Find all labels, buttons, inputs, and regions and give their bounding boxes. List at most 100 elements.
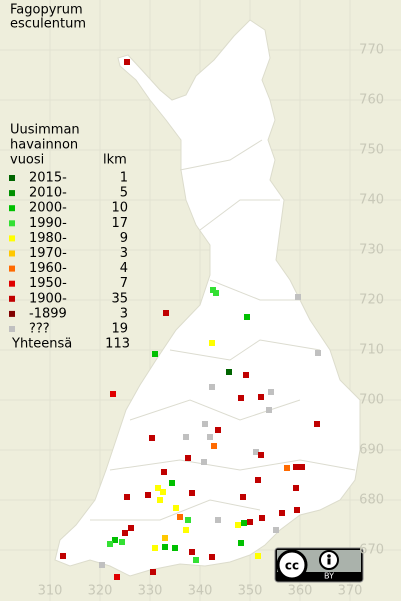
observation [314,421,320,427]
legend-count: 17 [111,216,128,231]
x-tick-label: 370 [338,584,363,599]
svg-text:cc: cc [285,559,299,573]
y-tick-label: 760 [359,93,384,108]
legend-label: 1950- [29,276,67,291]
legend-count: 4 [120,261,128,276]
legend-count: 1 [120,171,128,186]
legend-count: 5 [120,186,128,201]
observation [258,452,264,458]
observation [235,522,241,528]
observation [122,530,128,536]
observation [110,391,116,397]
observation [243,372,249,378]
observation [241,520,247,526]
legend-label: 2015- [29,171,67,186]
y-tick-label: 740 [359,193,384,208]
legend-swatch [9,310,15,317]
observation [266,407,272,413]
observation [215,517,221,523]
observation [162,544,168,550]
legend-heading: havainnon [10,138,78,153]
total-count: 113 [105,337,130,352]
badge-text: BY [324,572,334,581]
x-tick-label: 310 [38,584,63,599]
observation [185,517,191,523]
legend-label: 1980- [29,231,67,246]
observation [152,545,158,551]
legend-count: 3 [120,246,128,261]
legend-count: 10 [111,201,128,216]
observations [60,59,321,580]
observation [155,485,161,491]
legend-swatch [9,295,15,302]
observation [157,497,163,503]
y-tick-label: 690 [359,443,384,458]
observation [244,314,250,320]
observation [183,527,189,533]
observation [169,480,175,486]
observation [202,421,208,427]
observation [160,489,166,495]
observation [247,519,253,525]
legend-count: 3 [120,306,128,321]
observation [295,294,301,300]
legend-swatch [9,235,15,242]
observation [213,290,219,296]
y-tick-label: 710 [359,343,384,358]
observation [99,562,105,568]
country-outline [54,19,361,577]
observation [152,351,158,357]
observation [209,554,215,560]
legend-label: 2010- [29,186,67,201]
y-tick-label: 680 [359,493,384,508]
observation [259,515,265,521]
observation [150,569,156,575]
observation [189,549,195,555]
legend-label: -1899 [29,306,67,321]
legend-count: 9 [120,231,128,246]
observation [163,310,169,316]
observation [128,525,134,531]
legend-label: 1900- [29,291,67,306]
y-tick-label: 730 [359,243,384,258]
legend-swatch [9,220,15,227]
legend-label: 1970- [29,246,67,261]
observation [253,449,259,455]
observation [201,459,207,465]
observation [315,350,321,356]
observation [173,505,179,511]
title: esculentum [10,17,86,32]
observation [258,394,264,400]
observation [279,510,285,516]
legend-swatch [9,250,15,257]
y-tick-label: 770 [359,43,384,58]
observation [294,507,300,513]
x-tick-label: 320 [88,584,113,599]
legend-heading: Uusimman [10,123,80,138]
observation [215,427,221,433]
legend-label: 1960- [29,261,67,276]
legend-label: 1990- [29,216,67,231]
observation [149,435,155,441]
total-label: Yhteensä [11,337,72,352]
y-tick-label: 750 [359,143,384,158]
observation [226,369,232,375]
legend-label: ??? [29,322,50,337]
observation [293,485,299,491]
observation [299,464,305,470]
observation [60,553,66,559]
observation [268,389,274,395]
observation [107,541,113,547]
legend-label: 2000- [29,201,67,216]
x-tick-label: 340 [188,584,213,599]
observation [240,494,246,500]
observation [238,540,244,546]
observation [124,494,130,500]
y-tick-label: 700 [359,393,384,408]
observation [284,465,290,471]
legend-swatch [9,280,15,287]
x-tick-label: 360 [288,584,313,599]
legend-swatch [9,205,15,212]
observation [161,469,167,475]
